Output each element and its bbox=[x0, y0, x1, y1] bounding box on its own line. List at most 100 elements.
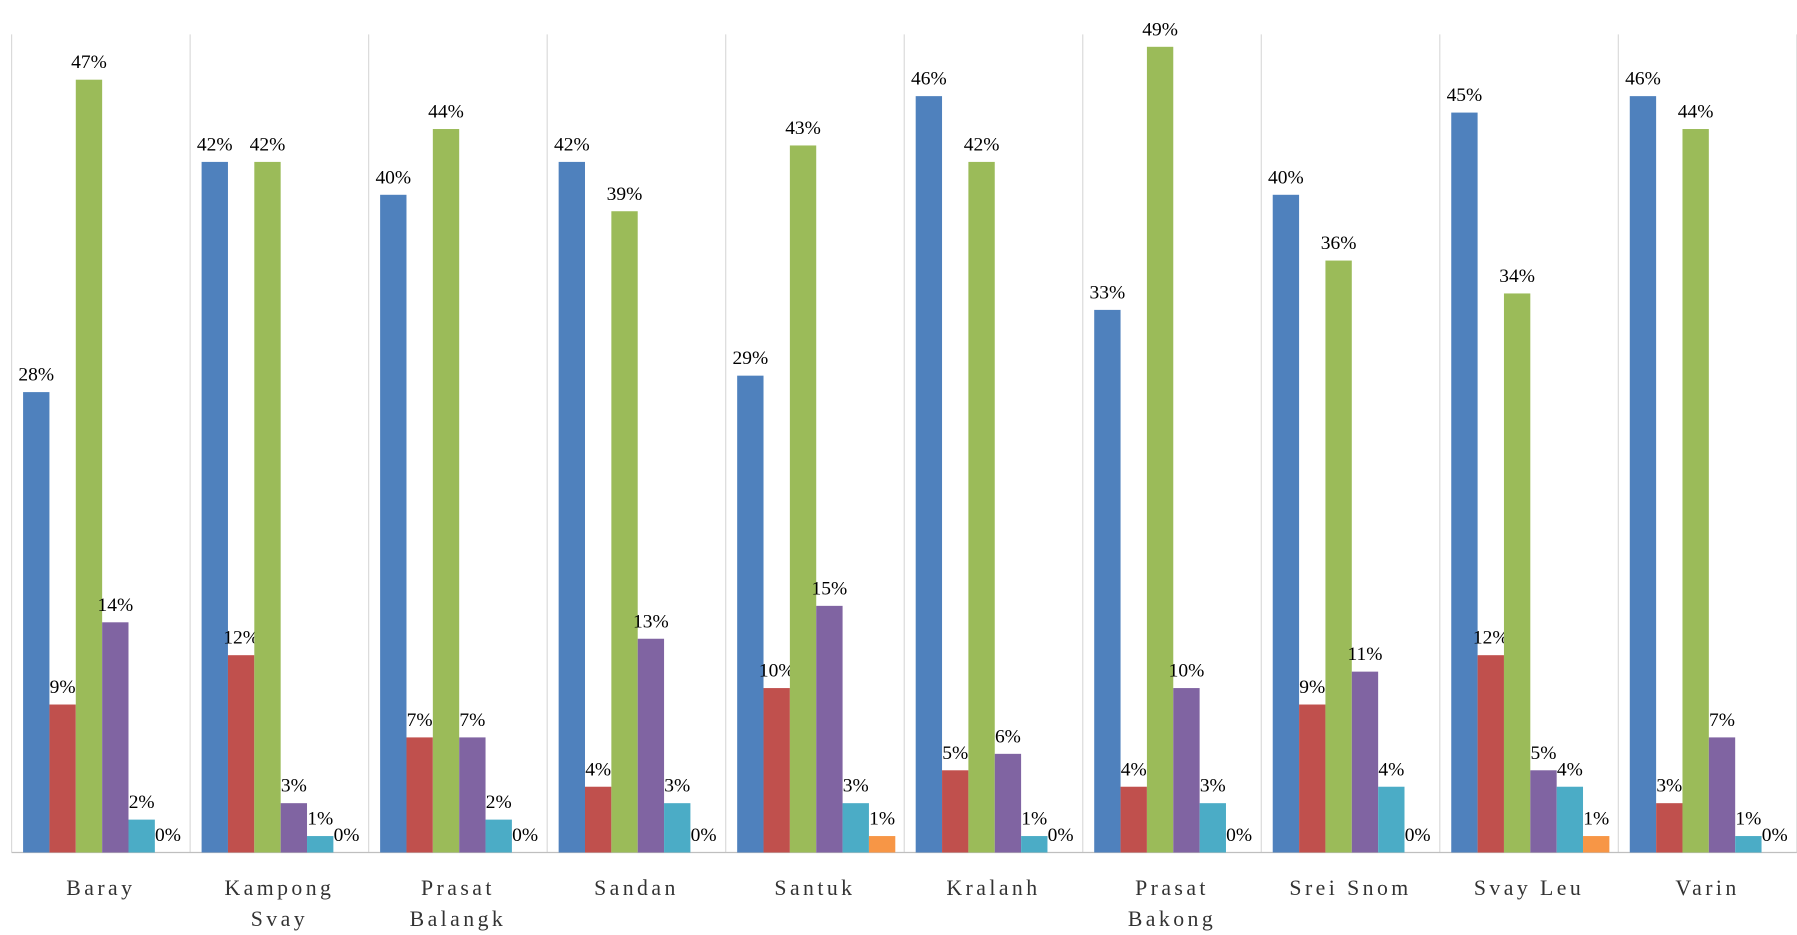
bar bbox=[307, 836, 334, 853]
value-label: 2% bbox=[486, 792, 512, 813]
bar bbox=[1351, 671, 1379, 853]
value-label: 10% bbox=[759, 661, 795, 682]
bar bbox=[75, 79, 103, 853]
value-label: 13% bbox=[633, 611, 669, 632]
bar bbox=[1583, 836, 1610, 853]
value-label: 15% bbox=[812, 578, 848, 599]
bar bbox=[128, 819, 155, 853]
bar bbox=[432, 129, 460, 853]
value-label: 4% bbox=[585, 759, 611, 780]
value-label: 3% bbox=[281, 776, 307, 797]
value-label: 5% bbox=[942, 743, 968, 764]
bar bbox=[459, 737, 486, 853]
value-label: 33% bbox=[1090, 282, 1126, 303]
value-label: 4% bbox=[1557, 759, 1583, 780]
bar bbox=[1708, 737, 1736, 853]
value-label: 3% bbox=[1656, 776, 1682, 797]
value-label: 45% bbox=[1447, 85, 1483, 106]
bar bbox=[1299, 704, 1326, 853]
value-label: 3% bbox=[664, 776, 690, 797]
bar bbox=[737, 375, 764, 853]
bar bbox=[585, 786, 612, 853]
value-label: 0% bbox=[691, 825, 717, 846]
value-label: 1% bbox=[1021, 809, 1047, 830]
bar bbox=[942, 770, 969, 853]
x-tick-label: Kampong Svay bbox=[224, 876, 334, 931]
bar bbox=[1629, 96, 1657, 853]
value-label: 47% bbox=[71, 52, 107, 73]
value-label: 3% bbox=[1200, 776, 1226, 797]
value-label: 0% bbox=[1226, 825, 1252, 846]
bar bbox=[664, 803, 691, 853]
value-label: 46% bbox=[1625, 69, 1661, 90]
bar bbox=[201, 161, 228, 853]
bar bbox=[23, 392, 50, 853]
value-label: 1% bbox=[307, 809, 333, 830]
bar bbox=[1378, 786, 1405, 853]
x-tick-label: Baray bbox=[66, 876, 135, 900]
bar bbox=[1735, 836, 1762, 853]
bar bbox=[1199, 803, 1226, 853]
bar bbox=[485, 819, 512, 853]
value-label: 7% bbox=[459, 710, 485, 731]
value-label: 40% bbox=[1268, 167, 1304, 188]
bar bbox=[1682, 129, 1709, 853]
value-label: 1% bbox=[1735, 809, 1761, 830]
bar bbox=[1656, 803, 1683, 853]
value-label: 11% bbox=[1347, 644, 1382, 665]
value-label: 42% bbox=[554, 134, 590, 155]
bar bbox=[102, 622, 129, 853]
value-label: 0% bbox=[155, 825, 181, 846]
value-label: 6% bbox=[995, 726, 1021, 747]
bar bbox=[1146, 46, 1174, 853]
bar bbox=[868, 836, 896, 853]
bar bbox=[558, 161, 585, 853]
value-label: 0% bbox=[1762, 825, 1788, 846]
bar bbox=[763, 688, 790, 853]
bar bbox=[1173, 688, 1200, 853]
x-tick-label: Srei Snom bbox=[1289, 876, 1411, 900]
bar bbox=[1325, 260, 1352, 853]
value-label: 1% bbox=[1583, 809, 1609, 830]
value-label: 34% bbox=[1499, 266, 1535, 287]
value-label: 42% bbox=[197, 134, 233, 155]
bar bbox=[994, 753, 1022, 853]
value-label: 7% bbox=[407, 710, 433, 731]
value-label: 40% bbox=[375, 167, 411, 188]
bar bbox=[1021, 836, 1048, 853]
value-label: 44% bbox=[428, 102, 464, 123]
value-label: 12% bbox=[223, 628, 259, 649]
value-label: 44% bbox=[1678, 102, 1714, 123]
value-label: 0% bbox=[1405, 825, 1431, 846]
x-tick-label: Santuk bbox=[774, 876, 855, 900]
bar bbox=[611, 211, 638, 853]
bar bbox=[1120, 786, 1147, 853]
bar bbox=[1556, 786, 1584, 853]
bar bbox=[406, 737, 433, 853]
bar bbox=[789, 145, 817, 853]
value-label: 29% bbox=[733, 348, 769, 369]
value-label: 10% bbox=[1169, 661, 1205, 682]
value-label: 12% bbox=[1473, 628, 1509, 649]
value-label: 1% bbox=[869, 809, 895, 830]
value-label: 42% bbox=[250, 134, 286, 155]
value-label: 2% bbox=[129, 792, 155, 813]
value-label: 3% bbox=[843, 776, 869, 797]
x-tick-label: Varin bbox=[1675, 876, 1739, 900]
bar bbox=[49, 704, 76, 853]
x-tick-label: Prasat Balangk bbox=[410, 876, 507, 931]
value-label: 5% bbox=[1531, 743, 1557, 764]
value-label: 42% bbox=[964, 134, 1000, 155]
x-tick-label: Sandan bbox=[594, 876, 679, 900]
value-label: 4% bbox=[1121, 759, 1147, 780]
value-label: 43% bbox=[785, 118, 821, 139]
value-label: 4% bbox=[1378, 759, 1404, 780]
bar bbox=[1503, 293, 1531, 853]
bar bbox=[915, 96, 943, 853]
bar bbox=[1094, 309, 1121, 853]
x-tick-label: Prasat Bakong bbox=[1128, 876, 1216, 931]
bar bbox=[1530, 770, 1557, 853]
x-tick-label: Svay Leu bbox=[1474, 876, 1584, 900]
value-label: 49% bbox=[1142, 19, 1178, 40]
